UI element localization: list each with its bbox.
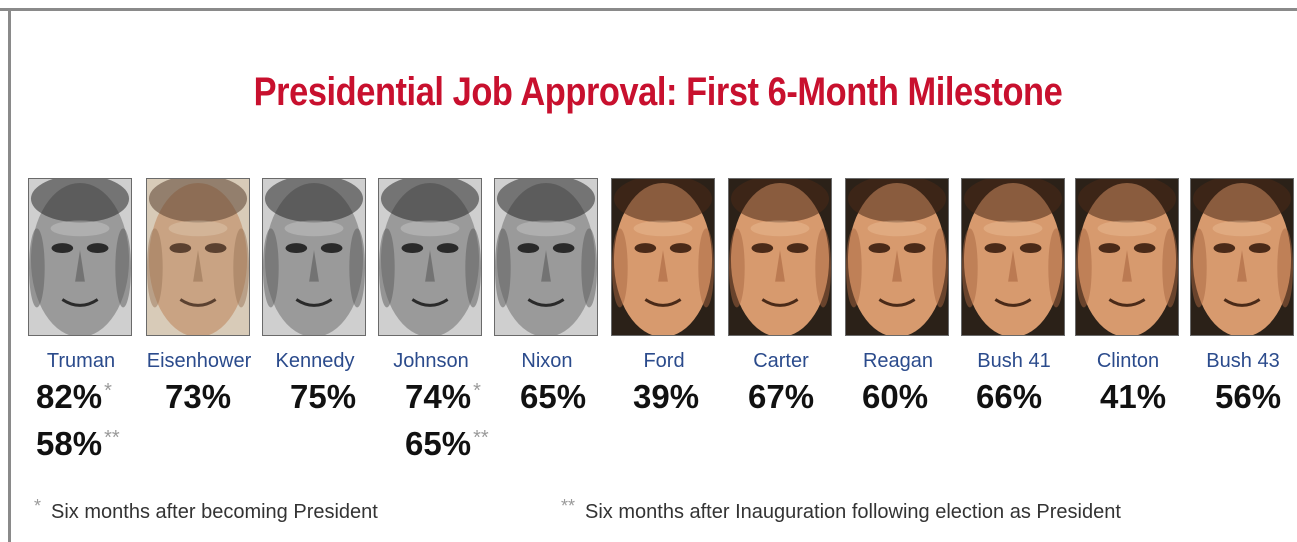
approval-value-label: 75%: [290, 378, 357, 415]
president-portrait: [378, 178, 482, 336]
approval-value-label: 74%: [405, 378, 472, 415]
president-portrait: [494, 178, 598, 336]
president-name: Ford: [643, 350, 685, 372]
approval-value: 82% *: [36, 378, 112, 416]
approval-value: 66%: [976, 378, 1042, 416]
approval-value: 65% **: [405, 425, 489, 463]
approval-value: 74% *: [405, 378, 481, 416]
frame-top-border: [0, 8, 1297, 11]
president-name: Truman: [46, 350, 116, 372]
president-portrait: [845, 178, 949, 336]
president-portrait: [961, 178, 1065, 336]
approval-value-label: 56%: [1215, 378, 1282, 415]
approval-value-label: 39%: [633, 378, 700, 415]
president-portrait: [146, 178, 250, 336]
approval-value: 60%: [862, 378, 928, 416]
approval-value: 67%: [748, 378, 814, 416]
footnote-single-star: * Six months after becoming President: [34, 496, 378, 524]
president-name: Nixon: [521, 350, 573, 372]
footnote-mark: *: [34, 496, 42, 516]
chart-title: Presidential Job Approval: First 6-Month…: [253, 70, 1063, 114]
approval-value: 75%: [290, 378, 356, 416]
approval-value: 58% **: [36, 425, 120, 463]
approval-value: 41%: [1100, 378, 1166, 416]
president-portrait: [1075, 178, 1179, 336]
footnote-mark: *: [104, 380, 112, 402]
president-name: Kennedy: [275, 350, 355, 372]
approval-value-label: 65%: [405, 425, 472, 462]
footnote-mark: **: [104, 427, 120, 449]
footnote-text: Six months after becoming President: [51, 501, 378, 523]
approval-value-label: 41%: [1100, 378, 1167, 415]
footnote-mark: **: [561, 496, 576, 516]
president-name: Johnson: [393, 350, 469, 372]
approval-value-label: 66%: [976, 378, 1043, 415]
approval-value-label: 67%: [748, 378, 815, 415]
approval-value: 56%: [1215, 378, 1281, 416]
approval-value-label: 65%: [520, 378, 587, 415]
footnote-text: Six months after Inauguration following …: [585, 501, 1121, 523]
approval-value: 65%: [520, 378, 586, 416]
president-name: Reagan: [862, 350, 934, 372]
president-portrait: [28, 178, 132, 336]
approval-value-label: 60%: [862, 378, 929, 415]
approval-value-label: 82%: [36, 378, 103, 415]
president-name: Bush 41: [977, 350, 1051, 372]
approval-value-label: 58%: [36, 425, 103, 462]
frame-left-border: [8, 8, 11, 542]
president-portrait: [1190, 178, 1294, 336]
president-row: Truman 82% * 58% ** Eisenhower 73% Kennedy 75% Jo…: [0, 178, 1297, 468]
footnote-double-star: ** Six months after Inauguration followin…: [561, 496, 1121, 524]
president-portrait: [611, 178, 715, 336]
approval-value: 39%: [633, 378, 699, 416]
president-name: Clinton: [1096, 350, 1160, 372]
president-name: Carter: [753, 350, 809, 372]
president-name: Bush 43: [1206, 350, 1280, 372]
approval-value-label: 73%: [165, 378, 232, 415]
president-name: Eisenhower: [146, 350, 252, 372]
footnote-mark: *: [473, 380, 481, 402]
footnote-mark: **: [473, 427, 489, 449]
president-portrait: [262, 178, 366, 336]
president-portrait: [728, 178, 832, 336]
approval-value: 73%: [165, 378, 231, 416]
